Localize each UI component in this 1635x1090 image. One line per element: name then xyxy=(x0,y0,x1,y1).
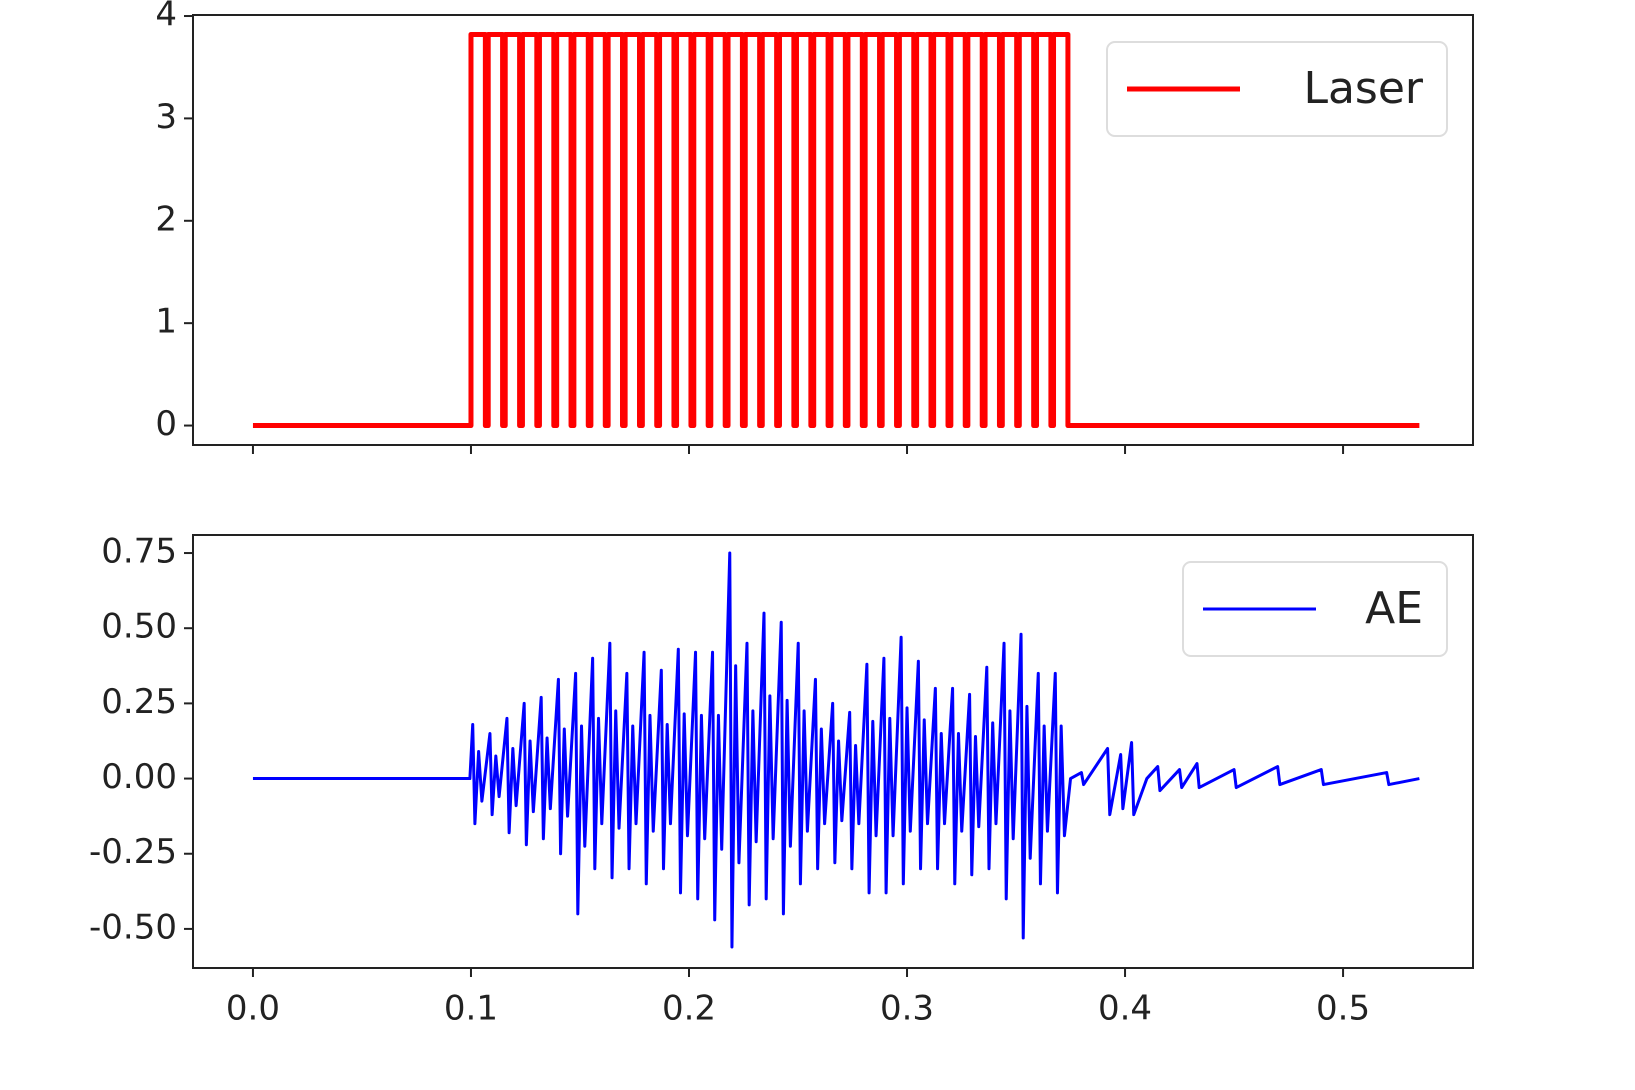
x-tick-label: 0.2 xyxy=(662,989,716,1029)
axes-frame xyxy=(192,534,1474,969)
y-tick-label: 0 xyxy=(155,404,177,444)
x-tick-label: 0.3 xyxy=(880,989,934,1029)
y-tick-label: 0.50 xyxy=(101,607,177,647)
y-tick-label: 3 xyxy=(155,97,177,137)
x-tick-label: 0.1 xyxy=(444,989,498,1029)
y-tick-label: 1 xyxy=(155,302,177,342)
x-tick-label: 0.5 xyxy=(1316,989,1370,1029)
legend-label: Laser xyxy=(1303,63,1423,114)
y-tick-label: 0.00 xyxy=(101,757,177,797)
y-tick-label: 0.25 xyxy=(101,682,177,722)
y-tick-label: 4 xyxy=(155,0,177,35)
axes-frame xyxy=(192,14,1474,446)
x-tick-label: 0.0 xyxy=(226,989,280,1029)
data-line xyxy=(252,551,1420,949)
y-tick-label: 2 xyxy=(155,199,177,239)
x-tick-label: 0.4 xyxy=(1098,989,1152,1029)
legend-box xyxy=(1106,41,1448,137)
y-tick-label: -0.50 xyxy=(89,907,177,947)
legend-label: AE xyxy=(1365,583,1423,634)
y-tick-label: 0.75 xyxy=(101,532,177,572)
data-line xyxy=(252,31,1420,429)
y-tick-label: -0.25 xyxy=(89,832,177,872)
